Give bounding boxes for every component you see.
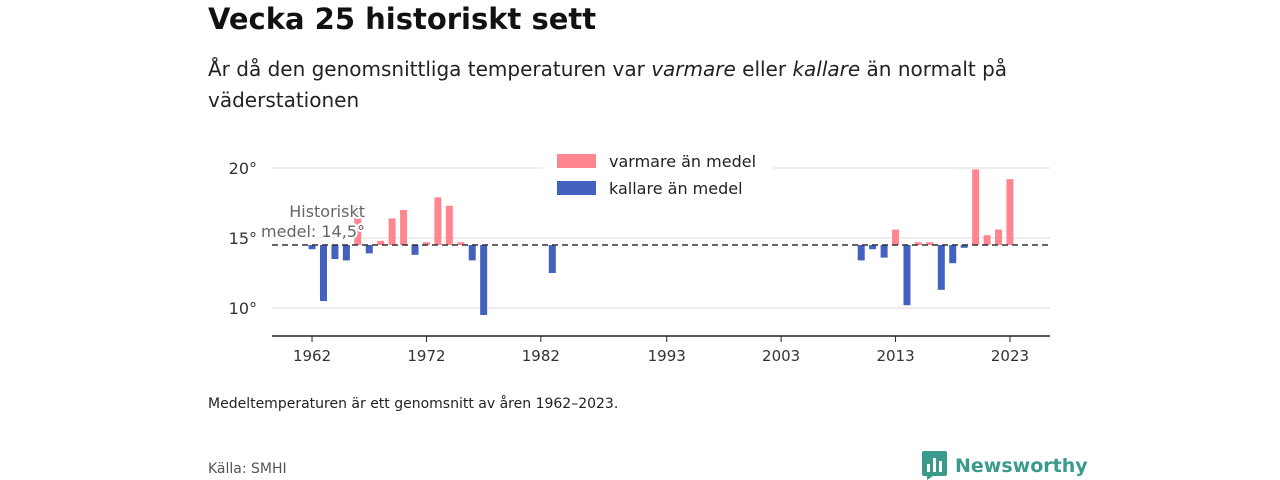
bar (972, 169, 980, 245)
bar (1006, 179, 1014, 245)
legend-label: kallare än medel (609, 179, 743, 198)
x-tick-label: 1972 (407, 347, 445, 365)
legend-swatch (557, 181, 596, 195)
y-tick-label: 15° (229, 229, 257, 248)
bar (422, 242, 430, 245)
brand-name: Newsworthy (955, 454, 1088, 477)
footnote: Medeltemperaturen är ett genomsnitt av å… (208, 396, 619, 412)
bar (319, 245, 327, 301)
bar (869, 245, 877, 250)
bar (480, 245, 488, 315)
x-tick-label: 2003 (762, 347, 800, 365)
bar (880, 245, 888, 258)
x-tick-label: 2023 (991, 347, 1029, 365)
bar (400, 210, 408, 245)
bar (857, 245, 865, 261)
legend-label: varmare än medel (609, 152, 756, 171)
bar (949, 245, 957, 264)
subtitle-part3: än normalt på väderstationen (208, 57, 1008, 112)
baseline-label-line2: medel: 14,5° (261, 222, 365, 241)
bar (354, 205, 362, 245)
x-tick-label: 2013 (876, 347, 914, 365)
chart-subtitle: År då den genomsnittliga temperaturen va… (208, 54, 1038, 116)
bar (457, 242, 465, 245)
bar (548, 245, 556, 273)
subtitle-cold-word: kallare (792, 57, 861, 81)
legend-swatch (557, 154, 596, 168)
bar (903, 245, 911, 306)
subtitle-part2: eller (735, 57, 793, 81)
bar (914, 242, 922, 245)
bar (411, 245, 419, 255)
y-tick-label: 20° (229, 159, 257, 178)
x-tick-label: 1982 (522, 347, 560, 365)
y-tick-label: 10° (229, 299, 257, 318)
bar (995, 229, 1003, 245)
bar (434, 197, 442, 245)
bar (308, 245, 316, 250)
bar-chart-speech-bubble-icon (922, 451, 947, 480)
bar (365, 245, 373, 254)
bar (331, 245, 339, 259)
subtitle-part1: År då den genomsnittliga temperaturen va… (208, 57, 652, 81)
bar (445, 205, 453, 245)
bar (983, 235, 991, 245)
subtitle-warm-word: varmare (651, 57, 736, 81)
chart-title: Vecka 25 historiskt sett (208, 2, 597, 36)
bar (960, 245, 968, 248)
x-tick-label: 1993 (648, 347, 686, 365)
bar (892, 229, 900, 245)
newsworthy-logo: Newsworthy (922, 451, 1088, 480)
x-tick-label: 1962 (293, 347, 331, 365)
bar (926, 242, 934, 245)
bar (388, 218, 396, 245)
bar (342, 245, 350, 261)
bar (468, 245, 476, 261)
bar (377, 240, 385, 245)
bar (937, 245, 945, 290)
baseline-label-line1: Historiskt (289, 202, 365, 221)
source-text: Källa: SMHI (208, 461, 287, 477)
